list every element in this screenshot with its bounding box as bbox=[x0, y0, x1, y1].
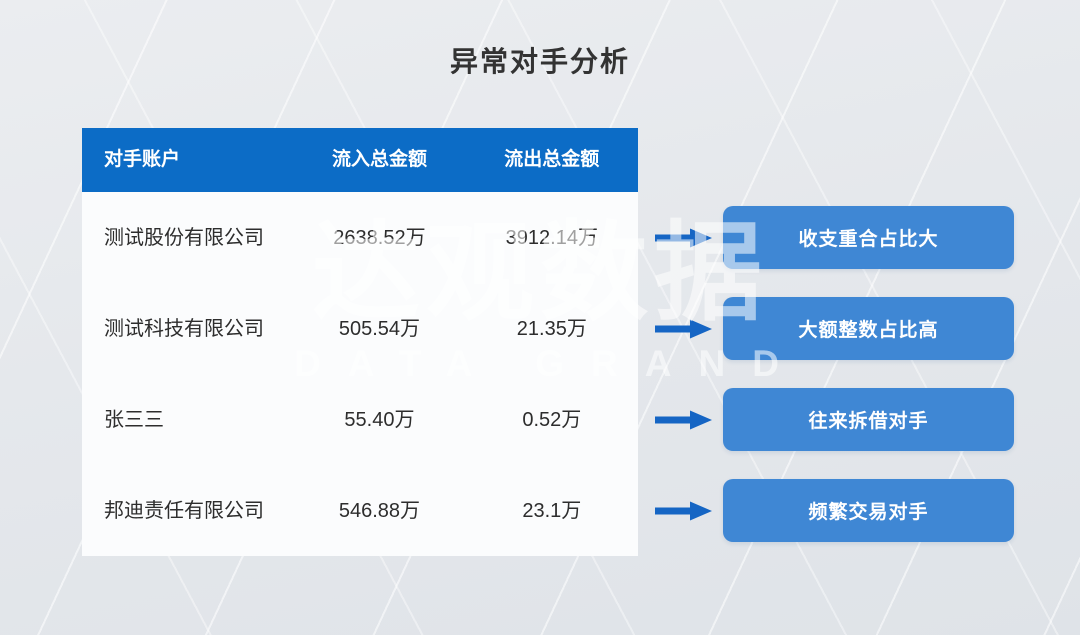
table-row: 测试科技有限公司 505.54万 21.35万 bbox=[82, 283, 638, 374]
right-arrow-icon bbox=[655, 319, 712, 338]
cell-outflow: 3912.14万 bbox=[505, 226, 598, 249]
cell-inflow: 505.54万 bbox=[338, 317, 421, 340]
right-arrow-icon bbox=[655, 228, 712, 247]
counterparty-table: 对手账户 流入总金额 流出总金额 测试股份有限公司 2638.52万 3912.… bbox=[82, 128, 638, 556]
anomaly-annotations: 收支重合占比大 大额整数占比高 往来拆借对手 频繁交易对手 bbox=[648, 192, 1048, 556]
annotation-row: 大额整数占比高 bbox=[648, 283, 1048, 374]
column-header-inflow: 流入总金额 bbox=[331, 148, 427, 170]
right-arrow-icon bbox=[655, 501, 712, 520]
cell-account: 张三三 bbox=[104, 408, 164, 431]
page-title: 异常对手分析 bbox=[449, 46, 630, 77]
anomaly-tag-button[interactable]: 频繁交易对手 bbox=[723, 479, 1014, 542]
table-header-row: 对手账户 流入总金额 流出总金额 bbox=[82, 128, 638, 192]
column-header-account: 对手账户 bbox=[104, 148, 181, 170]
cell-account: 测试科技有限公司 bbox=[104, 317, 264, 340]
cell-outflow: 23.1万 bbox=[522, 499, 582, 522]
table-row: 邦迪责任有限公司 546.88万 23.1万 bbox=[82, 465, 638, 556]
table-row: 张三三 55.40万 0.52万 bbox=[82, 374, 638, 465]
anomaly-tag-button[interactable]: 往来拆借对手 bbox=[723, 388, 1014, 451]
annotation-row: 收支重合占比大 bbox=[648, 192, 1048, 283]
cell-account: 邦迪责任有限公司 bbox=[104, 499, 264, 522]
table-body: 测试股份有限公司 2638.52万 3912.14万 测试科技有限公司 505.… bbox=[82, 192, 638, 556]
column-header-outflow: 流出总金额 bbox=[504, 148, 600, 170]
cell-inflow: 2638.52万 bbox=[333, 226, 426, 249]
cell-outflow: 0.52万 bbox=[522, 408, 582, 431]
annotation-row: 往来拆借对手 bbox=[648, 374, 1048, 465]
table-row: 测试股份有限公司 2638.52万 3912.14万 bbox=[82, 192, 638, 283]
cell-inflow: 546.88万 bbox=[338, 499, 421, 522]
annotation-row: 频繁交易对手 bbox=[648, 465, 1048, 556]
cell-account: 测试股份有限公司 bbox=[104, 226, 264, 249]
anomaly-tag-button[interactable]: 收支重合占比大 bbox=[723, 206, 1014, 269]
cell-inflow: 55.40万 bbox=[344, 408, 415, 431]
cell-outflow: 21.35万 bbox=[516, 317, 587, 340]
anomaly-tag-button[interactable]: 大额整数占比高 bbox=[723, 297, 1014, 360]
right-arrow-icon bbox=[655, 410, 712, 429]
